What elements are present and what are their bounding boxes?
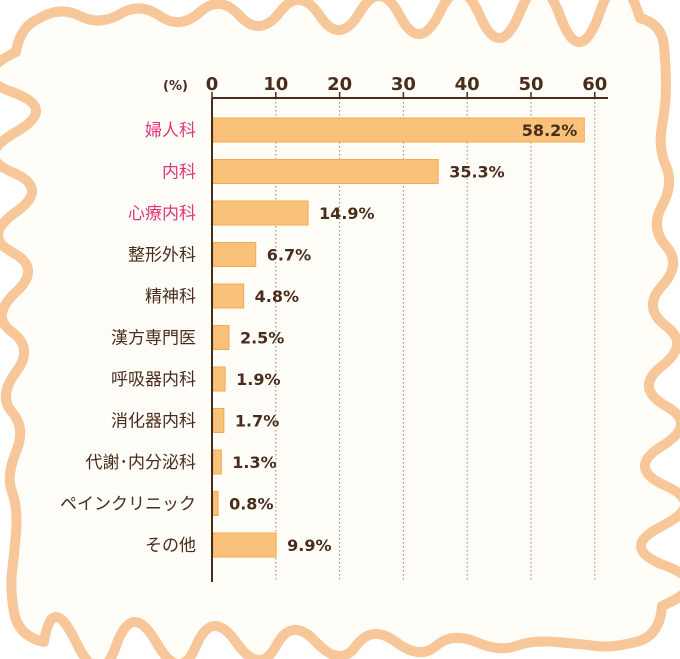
category-label: ペインクリニック [60,495,196,515]
bar [212,200,309,226]
category-label: 内科 [162,163,196,183]
data-label: 6.7% [267,246,311,265]
data-label: 35.3% [449,163,505,182]
tick-label: 0 [206,74,219,95]
category-label: 漢方専門医 [111,329,196,349]
tick-label: 60 [582,74,607,95]
data-label: 4.8% [255,287,299,306]
data-label: 1.9% [236,370,280,389]
bar [212,325,230,350]
data-label: 2.5% [240,329,284,348]
category-label: 整形外科 [128,246,196,266]
bar [212,366,226,392]
bar [212,408,225,433]
tick-label: 50 [518,74,543,95]
category-label: その他 [145,536,196,556]
category-label: 精神科 [145,287,196,307]
bar [212,283,245,309]
category-labels: 婦人科内科心療内科整形外科精神科漢方専門医呼吸器内科消化器内科代謝･内分泌科ペイ… [60,121,196,556]
tick-label: 30 [391,74,416,95]
data-labels: 58.2% 35.3% 14.9% 6.7% 4.8% 2.5% 1.9% 1.7% 1.3% 0… [229,121,577,555]
data-label: 1.7% [235,412,279,431]
bar [212,117,585,143]
unit-label: (%) [163,79,188,94]
category-label: 代謝･内分泌科 [86,453,197,473]
tick-label: 10 [263,74,288,95]
category-label: 心療内科 [128,204,196,224]
category-label: 呼吸器内科 [111,370,196,390]
category-label: 消化器内科 [111,412,196,432]
data-label: 9.9% [287,536,331,555]
tick-labels: 0 10 20 30 40 50 60 [206,74,607,98]
bar [212,159,439,184]
data-label: 1.3% [232,453,276,472]
bar [212,242,257,267]
data-label: 14.9% [319,204,375,223]
axes: (%) [163,79,608,582]
tick-label: 20 [327,74,352,95]
bar [212,449,222,475]
bar [212,491,219,516]
data-label: 58.2% [522,121,578,140]
tick-label: 40 [455,74,480,95]
data-label: 0.8% [229,495,273,514]
bars [212,117,585,558]
bar [212,532,277,558]
category-label: 婦人科 [145,121,196,141]
